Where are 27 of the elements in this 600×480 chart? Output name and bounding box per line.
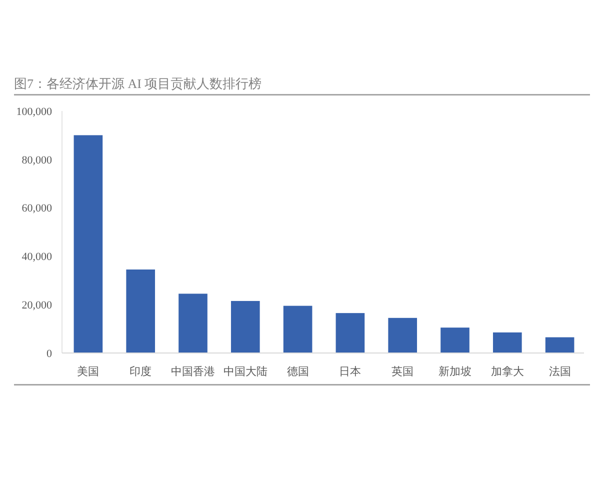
- bar: [388, 318, 418, 353]
- x-tick-label: 法国: [548, 365, 571, 378]
- chart-title: 图7：各经济体开源 AI 项目贡献人数排行榜: [14, 76, 262, 91]
- bar: [178, 294, 208, 353]
- x-tick-label: 中国香港: [171, 365, 215, 378]
- y-tick-label: 40,000: [22, 251, 52, 264]
- bar: [545, 337, 574, 353]
- x-tick-label: 美国: [77, 365, 100, 378]
- bar: [440, 328, 470, 353]
- x-tick-label: 中国大陆: [223, 365, 268, 378]
- x-tick-label: 加拿大: [490, 365, 524, 378]
- bar: [74, 135, 103, 353]
- bar: [492, 332, 522, 353]
- bar: [126, 270, 156, 353]
- y-tick-label: 80,000: [22, 154, 52, 166]
- x-tick-label: 英国: [392, 365, 414, 378]
- x-tick-label: 新加坡: [438, 365, 472, 378]
- bar: [230, 300, 260, 353]
- bar: [336, 313, 365, 353]
- y-tick-label: 20,000: [22, 299, 52, 312]
- x-tick-label: 日本: [339, 365, 362, 378]
- y-tick-label: 60,000: [22, 202, 52, 215]
- bar: [283, 306, 312, 353]
- y-tick-label: 0: [46, 348, 52, 360]
- y-tick-label: 100,000: [16, 106, 52, 118]
- x-tick-label: 印度: [130, 365, 152, 378]
- x-tick-label: 德国: [286, 366, 309, 378]
